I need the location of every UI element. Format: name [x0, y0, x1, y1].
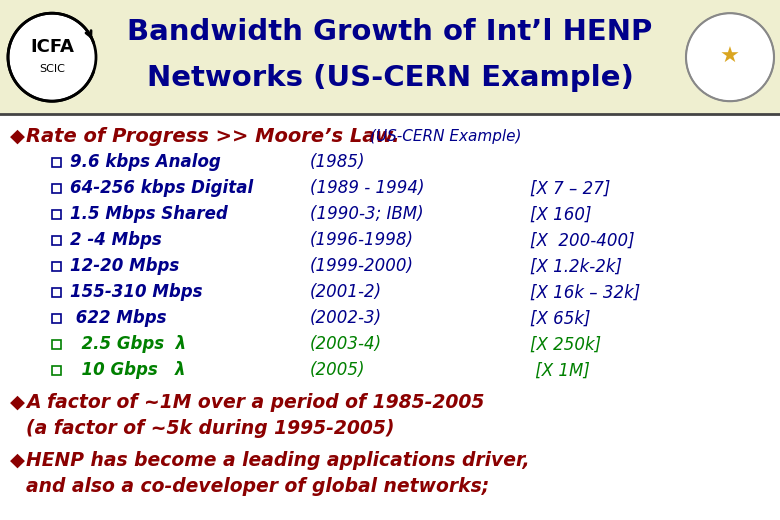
Text: [X 7 – 27]: [X 7 – 27]	[530, 179, 611, 198]
Text: (2005): (2005)	[310, 361, 366, 380]
Bar	[52, 158, 61, 167]
Text: 10 Gbps   λ: 10 Gbps λ	[70, 361, 186, 380]
Text: Networks (US-CERN Example): Networks (US-CERN Example)	[147, 64, 633, 92]
Text: (1989 - 1994): (1989 - 1994)	[310, 179, 424, 198]
Text: ◆: ◆	[10, 393, 25, 412]
Text: Bandwidth Growth of Int’l HENP: Bandwidth Growth of Int’l HENP	[127, 18, 653, 46]
Circle shape	[686, 13, 774, 101]
Text: (2003-4): (2003-4)	[310, 335, 382, 354]
Text: [X  200-400]: [X 200-400]	[530, 231, 635, 250]
Bar	[52, 184, 61, 193]
Bar	[52, 288, 61, 297]
Text: ICFA: ICFA	[30, 38, 74, 56]
Text: 2.5 Gbps  λ: 2.5 Gbps λ	[70, 335, 186, 354]
Bar	[52, 262, 61, 271]
Text: 622 Mbps: 622 Mbps	[70, 309, 166, 328]
Text: (2002-3): (2002-3)	[310, 309, 382, 328]
Text: [X 16k – 32k]: [X 16k – 32k]	[530, 283, 640, 302]
Bar	[0, 0, 780, 114]
Text: SCIC: SCIC	[39, 64, 65, 74]
Text: 9.6 kbps Analog: 9.6 kbps Analog	[70, 153, 221, 172]
Text: [X 250k]: [X 250k]	[530, 335, 601, 354]
Text: [X 1M]: [X 1M]	[530, 361, 590, 380]
Text: [X 65k]: [X 65k]	[530, 309, 590, 328]
Text: 2 -4 Mbps: 2 -4 Mbps	[70, 231, 161, 250]
Text: (US-CERN Example): (US-CERN Example)	[370, 129, 522, 144]
Text: [X 1.2k-2k]: [X 1.2k-2k]	[530, 257, 622, 276]
Text: and also a co-developer of global networks;: and also a co-developer of global networ…	[26, 477, 489, 496]
Text: 155-310 Mbps: 155-310 Mbps	[70, 283, 203, 302]
Text: A factor of ~1M over a period of 1985-2005: A factor of ~1M over a period of 1985-20…	[26, 393, 484, 412]
Bar	[52, 366, 61, 375]
Bar	[52, 314, 61, 323]
Text: [X 160]: [X 160]	[530, 205, 591, 224]
Text: (a factor of ~5k during 1995-2005): (a factor of ~5k during 1995-2005)	[26, 419, 395, 438]
Bar	[52, 236, 61, 245]
Bar	[52, 210, 61, 219]
Text: 1.5 Mbps Shared: 1.5 Mbps Shared	[70, 205, 228, 224]
Bar	[52, 340, 61, 349]
Text: (1990-3; IBM): (1990-3; IBM)	[310, 205, 424, 224]
Text: ◆: ◆	[10, 451, 25, 470]
Text: 64-256 kbps Digital: 64-256 kbps Digital	[70, 179, 254, 198]
Text: (1996-1998): (1996-1998)	[310, 231, 414, 250]
Text: (2001-2): (2001-2)	[310, 283, 382, 302]
Text: ◆: ◆	[10, 127, 25, 146]
Text: (1985): (1985)	[310, 153, 366, 172]
Text: Rate of Progress >> Moore’s Law.: Rate of Progress >> Moore’s Law.	[26, 127, 399, 146]
Circle shape	[8, 13, 96, 101]
Text: ★: ★	[720, 47, 740, 67]
Text: HENP has become a leading applications driver,: HENP has become a leading applications d…	[26, 451, 530, 470]
Text: 12-20 Mbps: 12-20 Mbps	[70, 257, 179, 276]
Text: (1999-2000): (1999-2000)	[310, 257, 414, 276]
